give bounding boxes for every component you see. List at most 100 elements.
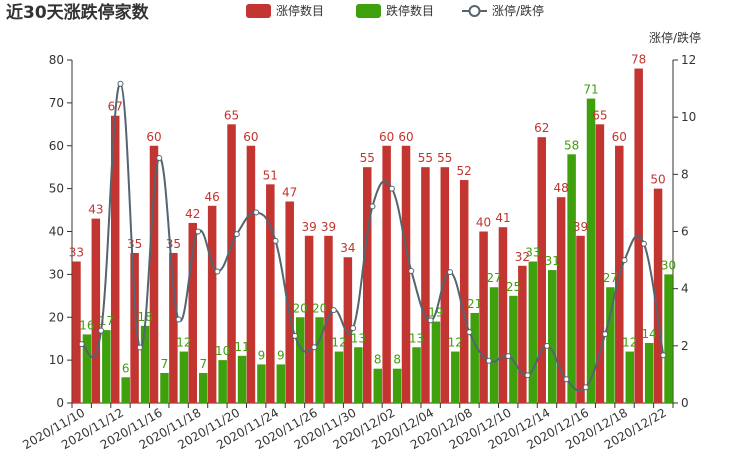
data-label-limit-down: 12 [176,336,191,350]
y-left-tick-label: 80 [49,53,64,67]
ratio-line-point [175,316,182,323]
ratio-line-point [369,203,376,210]
data-label-limit-up: 43 [88,203,103,217]
bar-limit-down [295,317,305,403]
bar-limit-down [567,154,576,403]
data-label-limit-up: 33 [69,246,84,260]
ratio-line-point [543,342,550,349]
data-label-limit-down: 11 [234,340,249,354]
y-left-tick-label: 10 [49,353,64,367]
data-label-limit-up: 65 [224,108,239,122]
data-label-limit-down: 12 [622,336,637,350]
data-label-limit-up: 65 [592,108,607,122]
bar-limit-down [451,351,460,403]
y-left-tick-label: 40 [49,225,64,239]
ratio-line-point [291,332,298,339]
bar-limit-down [470,312,479,403]
y-right-tick-label: 4 [681,282,689,296]
bar-limit-down [431,321,441,403]
data-label-limit-up: 41 [495,211,510,225]
ratio-line-point [447,269,454,276]
data-label-limit-down: 6 [122,361,130,375]
ratio-line-point [350,325,357,332]
y-left-tick-label: 60 [49,139,64,153]
legend-swatch-limit-down[interactable] [356,4,381,18]
ratio-line-point [563,376,570,383]
data-label-limit-down: 8 [393,353,401,367]
bar-limit-down [237,355,247,403]
bar-limit-down [218,360,227,403]
y-right-tick-label: 0 [681,396,689,410]
bar-limit-up [188,222,198,403]
legend-label-limit-down[interactable]: 跌停数目 [386,3,434,18]
bar-limit-down [412,347,421,403]
data-label-limit-down: 13 [351,331,366,345]
legend-swatch-limit-up[interactable] [246,4,271,18]
data-label-limit-down: 7 [199,357,207,371]
data-label-limit-down: 71 [583,83,598,97]
y-left-tick-label: 30 [49,267,64,281]
legend-swatch-ratio-marker[interactable] [468,5,481,17]
ratio-line-point [156,155,163,162]
bar-limit-down [82,334,92,403]
data-label-limit-down: 20 [312,301,327,315]
bar-limit-up [576,235,585,403]
bar-limit-up [130,252,139,403]
bar-limit-up [595,124,605,403]
bar-limit-up [653,188,663,403]
bar-limit-up [421,167,430,403]
data-label-limit-down: 8 [374,353,382,367]
data-label-limit-up: 50 [650,173,665,187]
bar-limit-down [489,287,499,403]
y-left-tick-label: 20 [49,310,64,324]
ratio-line-point [466,329,473,336]
ratio-line-point [582,384,589,391]
data-label-limit-down: 12 [331,336,346,350]
data-label-limit-down: 20 [293,301,308,315]
bar-limit-down [257,364,266,403]
data-label-limit-up: 55 [418,151,433,165]
bar-limit-up [382,145,391,403]
data-label-limit-up: 52 [457,164,472,178]
data-label-limit-up: 47 [282,185,297,199]
bar-limit-up [110,115,120,404]
bar-limit-up [537,137,546,404]
data-label-limit-up: 78 [631,53,646,67]
data-label-limit-up: 39 [321,220,336,234]
data-label-limit-up: 55 [437,151,452,165]
data-label-limit-up: 35 [166,237,181,251]
ratio-line-point [640,240,647,247]
bar-limit-down [606,287,615,403]
ratio-line-point [660,352,667,359]
y-right-tick-label: 8 [681,167,689,181]
data-label-limit-up: 62 [534,121,549,135]
bar-limit-up [285,201,294,403]
y-left-tick-label: 50 [49,182,64,196]
ratio-line-point [272,237,279,244]
ratio-line-point [98,327,105,334]
data-label-limit-down: 7 [161,357,169,371]
legend-label-ratio[interactable]: 涨停/跌停 [492,3,544,18]
data-label-limit-up: 48 [553,181,568,195]
ratio-line [78,80,667,393]
data-label-limit-down: 30 [661,258,676,272]
ratio-line-point [214,268,221,275]
bar-limit-up [91,218,101,403]
data-label-limit-up: 34 [340,241,355,255]
ratio-line-point [195,228,202,235]
data-label-limit-down: 9 [258,348,266,362]
data-label-limit-down: 9 [277,348,285,362]
bar-limit-up [227,124,236,403]
ratio-line-point [427,317,434,324]
bar-limit-up [246,145,256,403]
data-label-limit-down: 10 [215,344,230,358]
legend[interactable]: 涨停数目 跌停数目 涨停/跌停 [246,3,544,18]
data-label-limit-down: 16 [79,318,94,332]
data-label-limit-up: 51 [263,168,278,182]
bar-limit-up [518,265,527,403]
legend-label-limit-up[interactable]: 涨停数目 [276,3,324,18]
bar-limit-up [207,205,217,403]
bar-limit-down [547,270,557,403]
bar-limit-up [440,167,450,403]
